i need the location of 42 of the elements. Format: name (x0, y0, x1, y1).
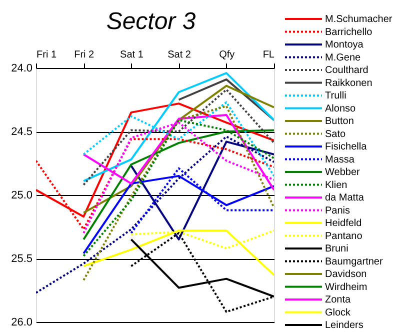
x-tick-label: Sat 2 (168, 50, 192, 60)
line-series (82, 119, 274, 257)
legend-label: Glock (325, 307, 352, 318)
legend-label: Sato (325, 128, 346, 140)
y-tick-label: 25.5 (11, 253, 32, 265)
x-tick-label: Qfy (219, 50, 235, 60)
legend-label: Barrichello (325, 26, 373, 38)
legend-label: Webber (325, 167, 361, 178)
x-tick-label: Fri 2 (74, 50, 95, 60)
legend-label: Davidson (325, 269, 367, 280)
legend-label: Trulli (325, 90, 346, 102)
legend-label: Pantano (325, 230, 363, 242)
y-tick-label: 25.0 (11, 190, 32, 202)
chart-title: Sector 3 (106, 8, 196, 35)
legend-label: Zonta (325, 294, 352, 306)
legend-label: Baumgartner (325, 256, 384, 268)
legend-label: da Matta (325, 192, 364, 204)
legend-label: Massa (325, 154, 355, 166)
legend-label: M.Gene (325, 52, 362, 64)
y-tick-label: 26.0 (11, 316, 32, 328)
legend-label: Bruni (325, 244, 348, 254)
legend-label: Heidfeld (325, 218, 362, 229)
legend-label: Panis (325, 205, 350, 216)
legend-label: Montoya (325, 40, 364, 50)
line-series (36, 136, 274, 294)
legend-label: Fisichella (325, 142, 368, 152)
x-tick-label: Sat 1 (120, 50, 144, 60)
legend-label: Wirdheim (325, 282, 368, 293)
x-tick-label: Fri 1 (36, 50, 57, 60)
line-series (82, 72, 274, 182)
y-tick-label: 24.0 (11, 62, 32, 74)
legend-label: M.Schumacher (325, 14, 393, 25)
x-tick-label: FL (262, 50, 275, 60)
legend-label: Alonso (325, 103, 356, 114)
legend-label: Raikkonen (325, 78, 372, 89)
legend-label: Coulthard (325, 65, 368, 76)
y-tick-label: 24.5 (11, 126, 32, 138)
legend-label: Leinders (325, 320, 364, 331)
legend-label: Klien (325, 180, 348, 191)
legend-label: Button (325, 116, 354, 127)
line-series (82, 88, 274, 186)
line-series (82, 230, 274, 276)
